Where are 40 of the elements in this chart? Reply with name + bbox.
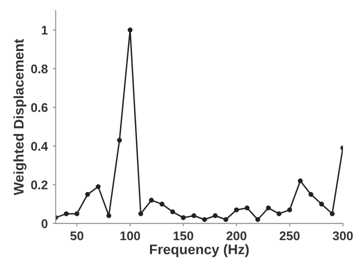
point bbox=[244, 206, 250, 210]
y-tick-label: 1 bbox=[42, 26, 48, 35]
point bbox=[223, 217, 228, 222]
x-tick-label: 150 bbox=[174, 231, 194, 240]
point bbox=[74, 211, 80, 216]
x-axis-title: Frequency (Hz) bbox=[150, 244, 249, 258]
point bbox=[191, 213, 196, 218]
x-tick-label: 50 bbox=[70, 231, 84, 240]
point bbox=[106, 213, 112, 218]
x-tick-label: 300 bbox=[332, 231, 353, 240]
point bbox=[148, 198, 154, 203]
point bbox=[330, 211, 335, 216]
y-tick-label: 0 bbox=[42, 219, 48, 228]
point bbox=[255, 217, 260, 222]
y-tick-label: 0.6 bbox=[31, 103, 48, 112]
x-tick-label: 200 bbox=[226, 231, 246, 240]
x-tick-label: 100 bbox=[120, 231, 140, 240]
point bbox=[212, 213, 218, 218]
y-tick-label: 0.2 bbox=[31, 180, 48, 190]
point bbox=[298, 178, 303, 184]
point bbox=[276, 211, 282, 216]
point bbox=[160, 202, 164, 207]
point bbox=[128, 28, 133, 32]
point bbox=[117, 138, 122, 143]
point bbox=[202, 217, 207, 222]
y-tick-label: 0.8 bbox=[31, 64, 48, 74]
point bbox=[170, 209, 176, 214]
x-tick-label: 250 bbox=[280, 231, 300, 240]
point bbox=[138, 211, 144, 216]
point bbox=[308, 192, 314, 197]
point bbox=[319, 202, 324, 207]
y-tick-label: 0.4 bbox=[31, 142, 48, 151]
point bbox=[64, 211, 69, 216]
point bbox=[96, 184, 101, 190]
point bbox=[85, 192, 90, 197]
point bbox=[180, 215, 186, 220]
point bbox=[266, 206, 271, 210]
point bbox=[287, 207, 292, 212]
point bbox=[234, 207, 239, 212]
y-axis-title: Weighted Displacement bbox=[13, 38, 26, 196]
